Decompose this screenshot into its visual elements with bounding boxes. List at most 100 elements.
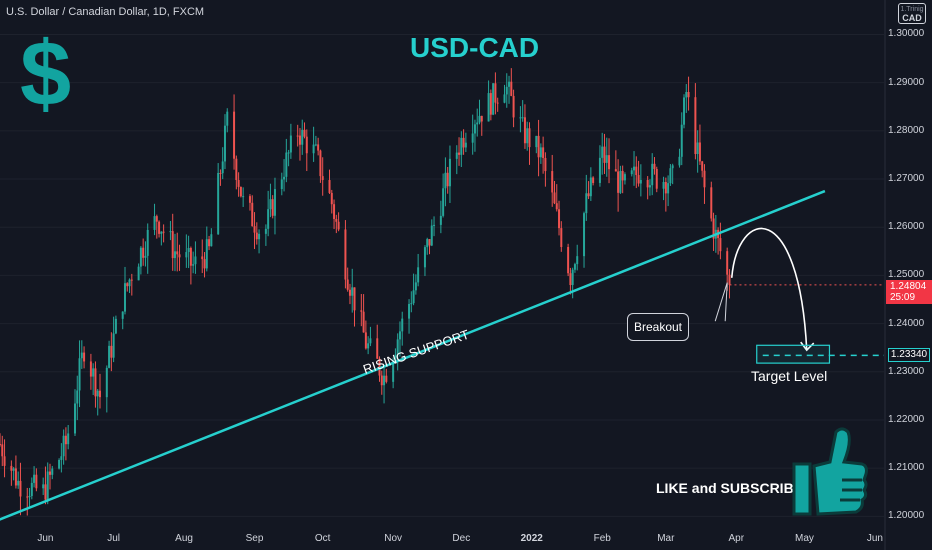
candle-body: [305, 136, 308, 154]
candle-body: [33, 474, 36, 483]
candle-body: [287, 152, 290, 154]
time-axis-label: Mar: [657, 533, 675, 544]
time-axis-label: Aug: [175, 533, 193, 544]
candle-body: [394, 354, 397, 361]
candle-body: [444, 172, 447, 189]
candle-body: [44, 484, 47, 500]
candle-body: [285, 152, 288, 177]
candle-body: [526, 128, 529, 144]
price-axis-label: 1.24000: [888, 317, 925, 329]
candle-body: [94, 368, 97, 397]
candle-body: [121, 311, 124, 319]
candle-body: [273, 189, 276, 216]
candle-body: [662, 181, 665, 189]
candle-body: [614, 169, 617, 172]
candle-body: [683, 97, 686, 125]
candle-body: [555, 203, 558, 210]
candle-body: [155, 216, 158, 222]
candle-body: [219, 172, 222, 174]
candle-body: [428, 239, 431, 246]
candle-body: [583, 213, 586, 257]
candle-body: [237, 180, 240, 187]
candle-body: [235, 158, 238, 181]
candle-body: [412, 290, 415, 304]
candle-body: [60, 456, 63, 460]
candle-body: [330, 192, 333, 205]
candle-body: [646, 179, 649, 188]
candle-body: [137, 266, 140, 281]
chart-annotations: [0, 189, 884, 521]
candle-body: [589, 177, 592, 197]
candle-body: [439, 215, 442, 225]
candle-body: [283, 176, 286, 180]
candle-body: [446, 172, 449, 187]
candle-body: [696, 142, 699, 155]
candle-body: [194, 256, 197, 265]
candle-body: [401, 318, 404, 332]
price-axis-label: 1.28000: [888, 124, 925, 136]
candle-body: [553, 192, 556, 204]
candle-body: [192, 264, 195, 266]
candle-body: [376, 338, 379, 359]
candle-body: [162, 231, 165, 233]
candle-body: [35, 474, 38, 489]
currency-badge[interactable]: 1.Trinig CAD: [898, 3, 926, 24]
time-axis-label: Jun: [866, 533, 883, 544]
candle-body: [380, 375, 383, 386]
candle-body: [364, 332, 367, 349]
candle-body: [544, 157, 547, 172]
breakout-callout: Breakout: [627, 313, 689, 341]
target-zone: [756, 344, 831, 364]
candle-body: [417, 267, 420, 283]
candle-body: [114, 318, 117, 334]
candle-body: [678, 156, 681, 166]
candle-body: [58, 459, 61, 469]
candle-body: [655, 168, 658, 189]
candle-body: [571, 269, 574, 286]
candle-body: [462, 137, 465, 148]
candle-body: [392, 360, 395, 382]
candle-body: [48, 471, 51, 475]
candle-body: [201, 256, 204, 260]
time-axis-label: Nov: [384, 533, 403, 544]
candle-body: [271, 199, 274, 216]
time-axis-label: Feb: [593, 533, 611, 544]
candle-body: [169, 231, 172, 233]
candle-body: [719, 238, 722, 252]
candle-body: [344, 229, 347, 280]
candle-body: [512, 95, 515, 118]
candle-body: [710, 187, 713, 219]
candle-body: [726, 251, 729, 275]
time-axis-label: May: [795, 533, 814, 544]
candle-body: [112, 333, 115, 358]
candle-body: [253, 226, 256, 233]
candle-body: [76, 390, 79, 404]
candle-body: [480, 115, 483, 122]
candle-body: [105, 367, 108, 398]
candle-body: [189, 247, 192, 266]
candle-body: [205, 239, 208, 269]
candle-body: [126, 283, 129, 287]
price-axis-label: 1.29000: [888, 76, 925, 88]
price-axis-label: 1.22000: [888, 413, 925, 425]
candle-body: [680, 124, 683, 157]
candle-body: [423, 247, 426, 268]
candle-body: [208, 239, 211, 247]
candle-body: [653, 163, 656, 169]
candle-body: [639, 179, 642, 184]
candle-body: [92, 368, 95, 377]
candle-body: [3, 456, 6, 466]
candle-body: [46, 471, 49, 500]
candle-body: [510, 81, 513, 96]
candle-body: [587, 193, 590, 197]
candle-body: [108, 345, 111, 368]
candle-body: [319, 150, 322, 177]
candle-body: [503, 94, 506, 103]
price-axis-label: 1.23000: [888, 365, 925, 377]
candle-body: [67, 433, 70, 445]
candle-body: [635, 166, 638, 176]
candle-body: [608, 155, 611, 170]
candle-body: [73, 403, 76, 434]
candle-body: [301, 129, 304, 145]
